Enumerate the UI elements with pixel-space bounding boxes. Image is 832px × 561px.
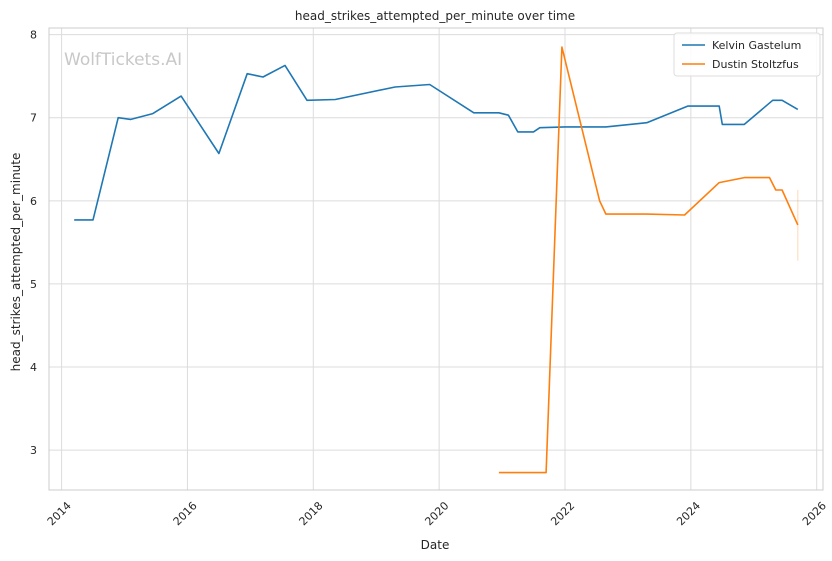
y-tick-label: 5 — [30, 278, 37, 291]
y-axis-title: head_strikes_attempted_per_minute — [9, 153, 23, 372]
legend: Kelvin Gastelum Dustin Stoltzfus — [673, 32, 821, 77]
y-tick-label: 3 — [30, 444, 37, 457]
legend-label-kelvin-gastelum: Kelvin Gastelum — [712, 39, 801, 52]
y-tick-label: 8 — [30, 29, 37, 42]
series-line-kelvin-gastelum — [74, 64, 799, 221]
watermark: WolfTickets.AI — [64, 50, 182, 70]
x-axis-title: Date — [421, 538, 450, 552]
series-lines — [74, 46, 799, 474]
chart-title: head_strikes_attempted_per_minute over t… — [295, 9, 575, 23]
y-tick-label: 6 — [30, 195, 37, 208]
y-tick-label: 4 — [30, 361, 37, 374]
plot-frame — [48, 27, 824, 491]
legend-label-dustin-stoltzfus: Dustin Stoltzfus — [712, 58, 799, 71]
series-line-dustin-stoltzfus — [498, 46, 799, 474]
y-tick-label: 7 — [30, 112, 37, 125]
legend-box — [673, 32, 821, 77]
